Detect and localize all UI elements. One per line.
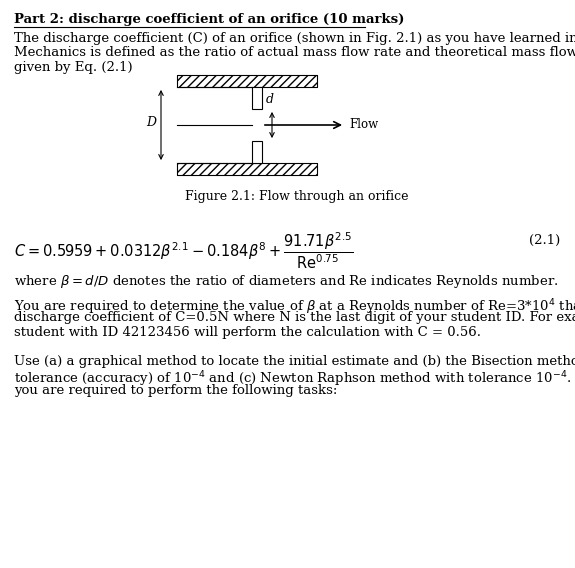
Text: Use (a) a graphical method to locate the initial estimate and (b) the Bisection : Use (a) a graphical method to locate the…: [14, 355, 575, 368]
Bar: [252, 141, 262, 163]
Text: you are required to perform the following tasks:: you are required to perform the followin…: [14, 384, 338, 397]
Text: Figure 2.1: Flow through an orifice: Figure 2.1: Flow through an orifice: [185, 190, 409, 203]
Text: student with ID 42123456 will perform the calculation with C = 0.56.: student with ID 42123456 will perform th…: [14, 326, 481, 339]
Text: You are required to determine the value of $\beta$ at a Reynolds number of Re=3*: You are required to determine the value …: [14, 297, 575, 316]
Text: $C = 0.5959 + 0.0312\beta^{2.1} - 0.184\beta^{8} + \dfrac{91.71\beta^{2.5}}{\mat: $C = 0.5959 + 0.0312\beta^{2.1} - 0.184\…: [14, 230, 354, 271]
Text: where $\beta = d/D$ denotes the ratio of diameters and Re indicates Reynolds num: where $\beta = d/D$ denotes the ratio of…: [14, 273, 559, 290]
Text: (2.1): (2.1): [529, 234, 560, 247]
Text: Flow: Flow: [349, 119, 378, 132]
Text: discharge coefficient of C=0.5N where N is the last digit of your student ID. Fo: discharge coefficient of C=0.5N where N …: [14, 311, 575, 324]
Text: Part 2: discharge coefficient of an orifice (10 marks): Part 2: discharge coefficient of an orif…: [14, 13, 404, 26]
Bar: [252, 87, 262, 109]
Bar: [177, 75, 317, 87]
Text: D: D: [146, 116, 156, 130]
Text: Mechanics is defined as the ratio of actual mass flow rate and theoretical mass : Mechanics is defined as the ratio of act…: [14, 47, 575, 60]
Text: given by Eq. (2.1): given by Eq. (2.1): [14, 61, 133, 74]
Text: The discharge coefficient (C) of an orifice (shown in Fig. 2.1) as you have lear: The discharge coefficient (C) of an orif…: [14, 32, 575, 45]
Bar: [177, 163, 317, 175]
Bar: [177, 163, 317, 175]
Text: tolerance (accuracy) of 10$^{-4}$ and (c) Newton Raphson method with tolerance 1: tolerance (accuracy) of 10$^{-4}$ and (c…: [14, 370, 575, 389]
Bar: [177, 75, 317, 87]
Text: d: d: [266, 93, 274, 106]
